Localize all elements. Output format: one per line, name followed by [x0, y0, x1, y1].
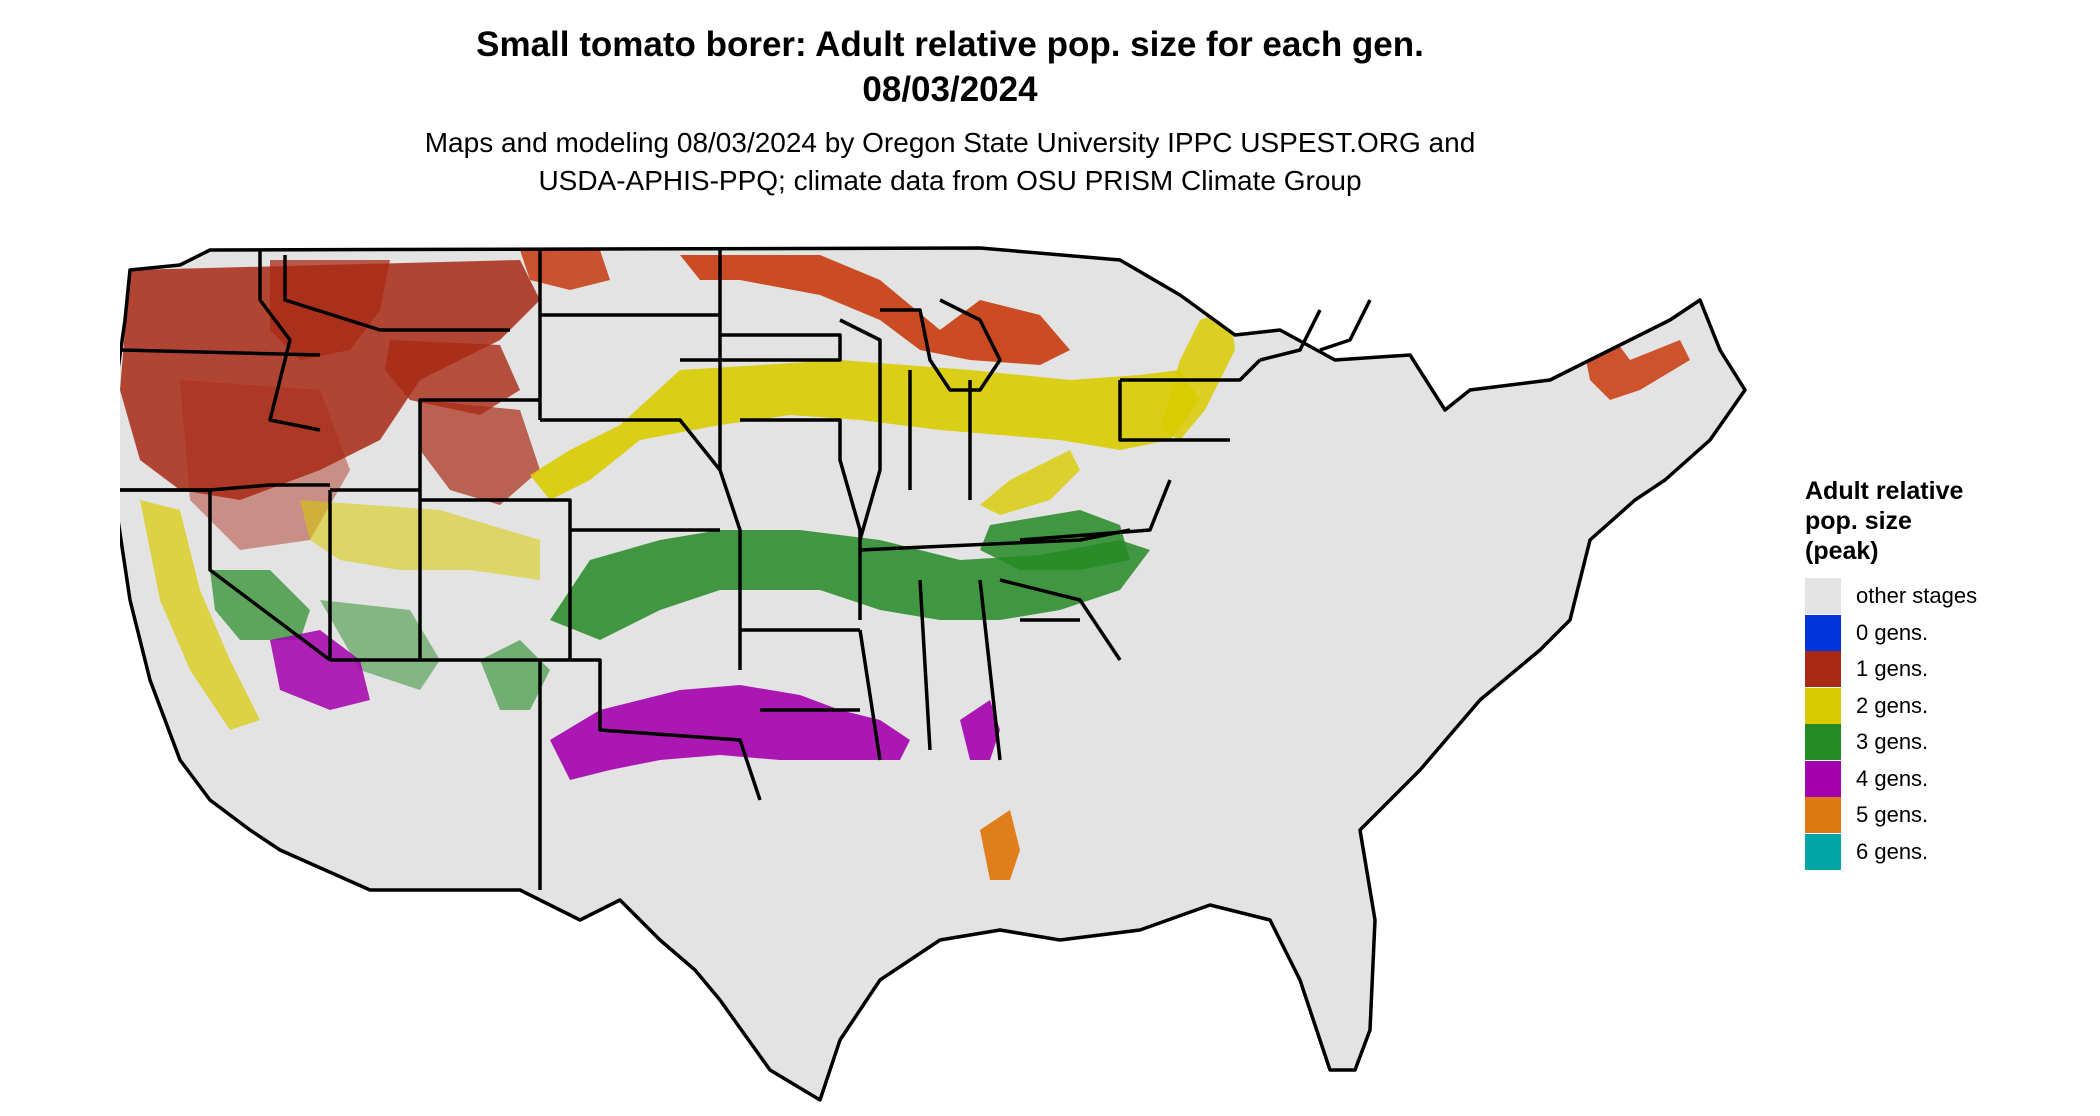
border-va-nc — [1019, 479, 1172, 542]
zone-4-gens-desert-southwest — [270, 630, 370, 710]
legend-item-3-gens: 3 gens. — [1805, 724, 2085, 761]
legend-items: other stages 0 gens. 1 gens. 2 gens. 3 g… — [1805, 578, 2085, 870]
border-ut-co — [330, 398, 540, 492]
legend-label: 5 gens. — [1856, 802, 1929, 828]
legend-swatch — [1805, 724, 1841, 761]
legend: Adult relative pop. size (peak) other st… — [1805, 476, 2085, 870]
zone-3-gens-west-texas — [480, 640, 550, 710]
legend-label: 6 gens. — [1856, 838, 1929, 864]
generation-zones — [120, 250, 1690, 952]
zone-5-gens-south-florida — [980, 810, 1020, 880]
map-subtitle-line1: Maps and modeling 08/03/2024 by Oregon S… — [424, 127, 1476, 158]
legend-item-6-gens: 6 gens. — [1805, 833, 2085, 871]
border-id-west — [258, 250, 321, 432]
conus-outline — [120, 246, 1747, 1102]
state-borders — [120, 246, 1747, 1102]
us-map — [120, 240, 1780, 1110]
border-mn-ia — [680, 333, 842, 362]
zone-1-gen-northwest — [120, 260, 540, 500]
map-title: Small tomato borer: Adult relative pop. … — [0, 22, 1900, 112]
border-pa-ny — [1118, 358, 1262, 442]
border-mt — [283, 255, 510, 332]
us-map-svg — [120, 246, 1747, 1102]
border-ar — [740, 628, 860, 712]
border-co-nm — [420, 498, 572, 660]
zone-2-gens-appalachia — [980, 450, 1080, 515]
zone-1-gen-colorado — [420, 400, 540, 505]
legend-item-2-gens: 2 gens. — [1805, 687, 2085, 725]
map-subtitle-line2: USDA-APHIS-PPQ; climate data from OSU PR… — [538, 165, 1362, 196]
border-mo — [740, 418, 862, 620]
legend-swatch — [1805, 687, 1841, 724]
legend-swatch — [1805, 614, 1841, 651]
zone-1-gen-northern-plains — [520, 250, 610, 290]
legend-swatch — [1805, 833, 1841, 870]
zone-1-gen-wyoming — [385, 340, 520, 415]
legend-swatch — [1805, 578, 1841, 615]
legend-title-line1: Adult relative — [1805, 477, 1964, 505]
border-ms-al — [858, 579, 1002, 761]
legend-title-line2: pop. size — [1805, 507, 1912, 535]
zone-4-gens-north-florida — [960, 700, 1000, 760]
border-in-oh — [908, 370, 972, 500]
legend-title: Adult relative pop. size (peak) — [1805, 476, 2085, 566]
border-mi-lower — [880, 298, 1002, 392]
zone-3-gens-arizona — [320, 600, 440, 690]
legend-label: 4 gens. — [1856, 765, 1929, 791]
legend-title-line3: (peak) — [1805, 537, 1879, 565]
border-ks-ok — [540, 418, 742, 670]
legend-label: 1 gens. — [1856, 656, 1929, 682]
zone-1-gen-upper-great-lakes — [680, 255, 1070, 365]
border-tx — [540, 658, 762, 801]
legend-swatch — [1805, 760, 1841, 797]
zone-1-gen-northern-rockies — [270, 260, 390, 360]
legend-swatch — [1805, 797, 1841, 834]
zone-2-gens-california — [140, 500, 260, 730]
legend-item-other-stages: other stages — [1805, 578, 2085, 615]
legend-label: 2 gens. — [1856, 692, 1929, 718]
border-new-england — [1259, 299, 1372, 362]
map-title-line1: Small tomato borer: Adult relative pop. … — [476, 25, 1424, 64]
border-or-ca — [120, 483, 330, 492]
map-subtitle: Maps and modeling 08/03/2024 by Oregon S… — [0, 124, 1900, 200]
legend-item-4-gens: 4 gens. — [1805, 760, 2085, 798]
border-wi-il — [839, 318, 882, 541]
legend-item-0-gens: 0 gens. — [1805, 614, 2085, 652]
legend-swatch — [1805, 651, 1841, 688]
legend-label: 0 gens. — [1856, 619, 1929, 645]
legend-label: other stages — [1856, 583, 1978, 609]
legend-label: 3 gens. — [1856, 729, 1929, 755]
title-block: Small tomato borer: Adult relative pop. … — [0, 22, 1900, 200]
legend-item-5-gens: 5 gens. — [1805, 797, 2085, 834]
border-ga-sc — [999, 578, 1122, 661]
legend-item-1-gens: 1 gens. — [1805, 651, 2085, 688]
zone-2-gens-mid-atlantic — [1160, 310, 1235, 440]
zone-2-gens-central-band — [530, 360, 1200, 500]
map-title-date: 08/03/2024 — [862, 70, 1038, 109]
